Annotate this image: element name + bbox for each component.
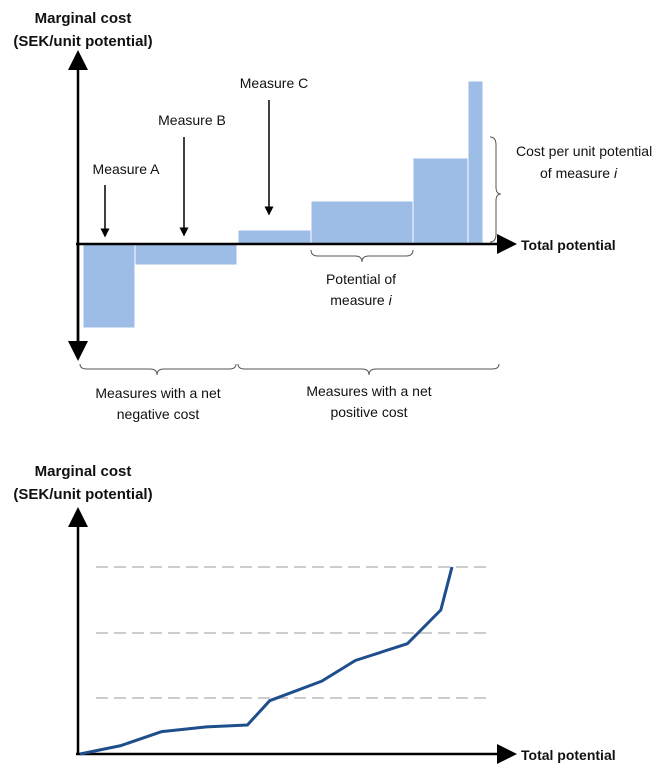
bar-measure-b: [134, 243, 238, 266]
positive-cost-label-line1: Measures with a net: [306, 383, 431, 399]
top-x-axis-label: Total potential: [521, 237, 616, 253]
bar-measure-6: [467, 80, 484, 245]
cost-per-unit-brace: [489, 136, 502, 243]
potential-label-line1: Potential of: [326, 271, 396, 287]
potential-brace: [310, 249, 414, 263]
measure-a-label: Measure A: [93, 161, 161, 177]
top-diagram: Marginal cost (SEK/unit potential) Total…: [13, 10, 652, 422]
gridlines: [96, 566, 490, 699]
bottom-x-axis-label: Total potential: [521, 747, 616, 763]
bottom-chart: Marginal cost (SEK/unit potential) Total…: [13, 463, 616, 764]
bottom-y-axis-label-line2: (SEK/unit potential): [13, 486, 152, 503]
measure-c-label: Measure C: [240, 75, 308, 91]
bottom-y-axis-label-line1: Marginal cost: [35, 463, 132, 480]
top-y-axis-label-line1: Marginal cost: [35, 10, 132, 27]
measure-b-label: Measure B: [158, 112, 226, 128]
bar-measure-4: [310, 200, 414, 245]
cost-bars: [82, 80, 484, 329]
cost-per-unit-label-line2: of measure i: [540, 165, 618, 181]
bar-measure-5: [412, 157, 469, 245]
positive-cost-label-line2: positive cost: [330, 404, 407, 420]
marginal-cost-series-line: [79, 566, 454, 756]
negative-cost-label-line2: negative cost: [117, 406, 200, 422]
positive-cost-brace: [237, 363, 500, 376]
cost-per-unit-label-line1: Cost per unit potential: [516, 143, 652, 159]
top-y-axis-label-line2: (SEK/unit potential): [13, 33, 152, 50]
bar-measure-c: [237, 229, 312, 245]
potential-label-line2: measure i: [330, 292, 392, 308]
negative-cost-label-line1: Measures with a net: [95, 385, 220, 401]
bar-measure-a: [82, 243, 136, 329]
negative-cost-brace: [79, 363, 237, 376]
